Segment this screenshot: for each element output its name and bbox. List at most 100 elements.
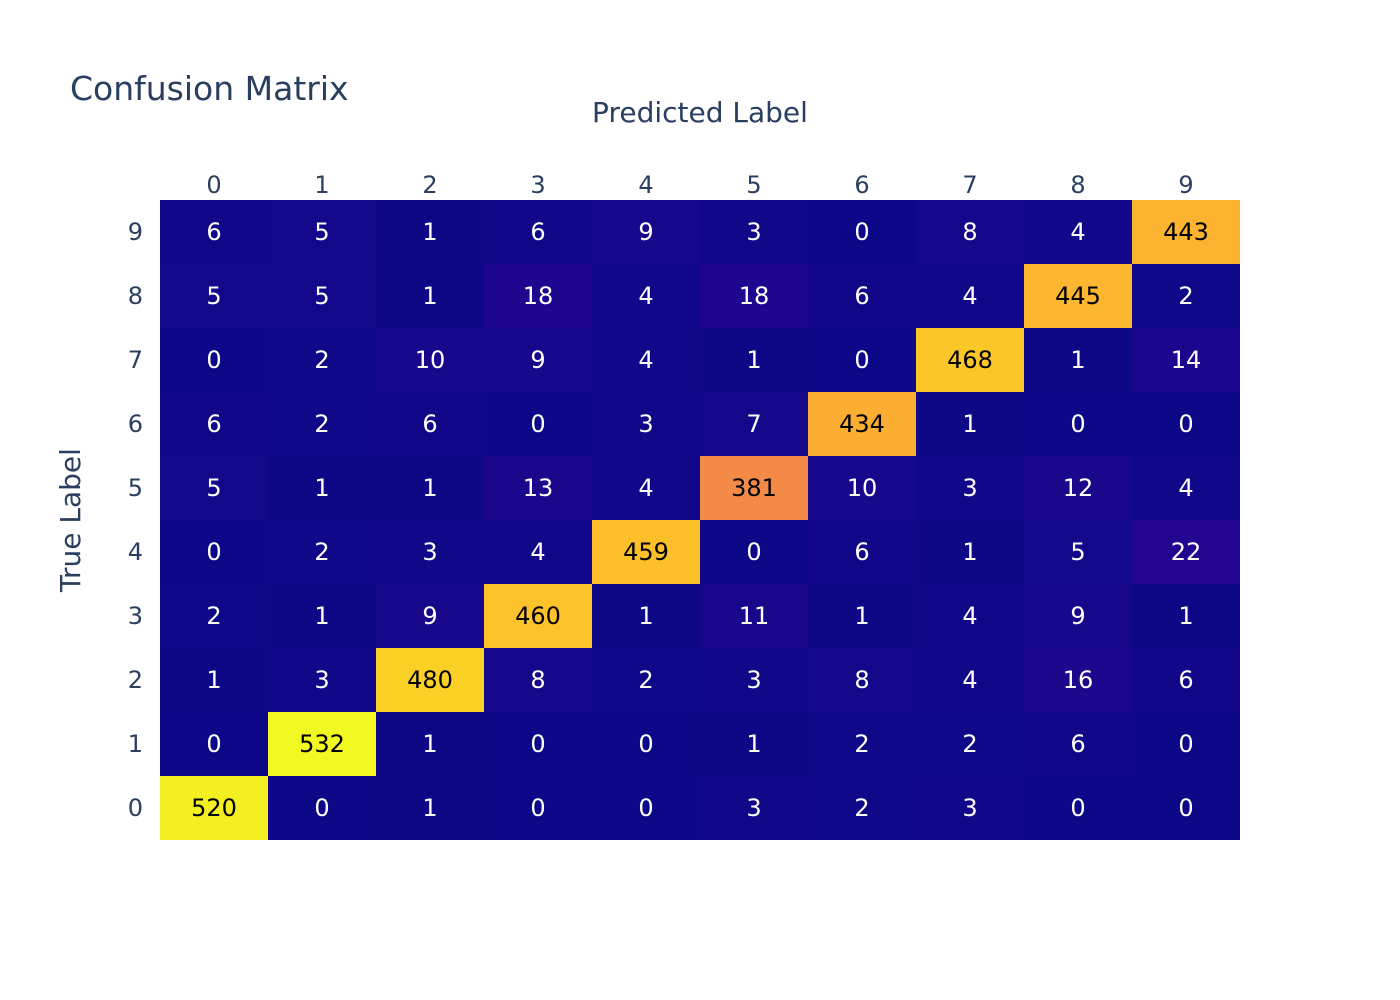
cell-value-label: 3 xyxy=(746,794,761,822)
cell-value-label: 0 xyxy=(314,794,329,822)
heatmap-cell-true-2-pred-9 xyxy=(1132,648,1240,712)
x-tick-label: 3 xyxy=(530,171,545,199)
cell-value-label: 460 xyxy=(515,602,561,630)
heatmap-cell-true-9-pred-4 xyxy=(592,200,700,264)
cell-value-label: 6 xyxy=(854,538,869,566)
cell-value-label: 4 xyxy=(962,666,977,694)
heatmap-cell-true-9-pred-0 xyxy=(160,200,268,264)
cell-value-label: 1 xyxy=(422,218,437,246)
chart-title: Confusion Matrix xyxy=(70,69,349,108)
heatmap-cell-true-4-pred-0 xyxy=(160,520,268,584)
cell-value-label: 0 xyxy=(206,346,221,374)
heatmap-cell-true-5-pred-9 xyxy=(1132,456,1240,520)
heatmap-cell-true-2-pred-1 xyxy=(268,648,376,712)
cell-value-label: 468 xyxy=(947,346,993,374)
cell-value-label: 8 xyxy=(854,666,869,694)
cell-value-label: 1 xyxy=(422,730,437,758)
heatmap-cell-true-6-pred-9 xyxy=(1132,392,1240,456)
cell-value-label: 9 xyxy=(530,346,545,374)
cell-value-label: 0 xyxy=(1070,410,1085,438)
cell-value-label: 3 xyxy=(746,218,761,246)
cell-value-label: 4 xyxy=(638,282,653,310)
heatmap-cell-true-2-pred-3 xyxy=(484,648,592,712)
cell-value-label: 12 xyxy=(1063,474,1094,502)
heatmap-cell-true-4-pred-8 xyxy=(1024,520,1132,584)
y-tick-label: 9 xyxy=(128,218,143,246)
heatmap-cell-true-9-pred-3 xyxy=(484,200,592,264)
y-tick-label: 0 xyxy=(128,794,143,822)
heatmap-cell-true-9-pred-8 xyxy=(1024,200,1132,264)
cell-value-label: 6 xyxy=(1178,666,1193,694)
cell-value-label: 0 xyxy=(638,794,653,822)
cell-value-label: 9 xyxy=(638,218,653,246)
heatmap-cell-true-9-pred-5 xyxy=(700,200,808,264)
heatmap-cell-true-8-pred-7 xyxy=(916,264,1024,328)
cell-value-label: 0 xyxy=(1070,794,1085,822)
heatmap-cell-true-6-pred-5 xyxy=(700,392,808,456)
cell-value-label: 6 xyxy=(530,218,545,246)
cell-value-label: 11 xyxy=(739,602,770,630)
heatmap-cell-true-1-pred-8 xyxy=(1024,712,1132,776)
cell-value-label: 2 xyxy=(314,410,329,438)
cell-value-label: 3 xyxy=(962,794,977,822)
cell-value-label: 1 xyxy=(422,474,437,502)
heatmap-cell-true-8-pred-2 xyxy=(376,264,484,328)
cell-value-label: 4 xyxy=(638,346,653,374)
cell-value-label: 5 xyxy=(314,282,329,310)
heatmap-cell-true-0-pred-8 xyxy=(1024,776,1132,840)
heatmap-cell-true-6-pred-7 xyxy=(916,392,1024,456)
cell-value-label: 1 xyxy=(638,602,653,630)
heatmap-cell-true-6-pred-4 xyxy=(592,392,700,456)
cell-value-label: 1 xyxy=(206,666,221,694)
x-tick-label: 4 xyxy=(638,171,653,199)
cell-value-label: 1 xyxy=(1178,602,1193,630)
heatmap-cell-true-5-pred-2 xyxy=(376,456,484,520)
heatmap-cell-true-4-pred-4 xyxy=(592,520,700,584)
cell-value-label: 4 xyxy=(1178,474,1193,502)
heatmap-cell-true-1-pred-9 xyxy=(1132,712,1240,776)
y-tick-label: 5 xyxy=(128,474,143,502)
heatmap-cell-true-0-pred-2 xyxy=(376,776,484,840)
heatmap-cell-true-3-pred-6 xyxy=(808,584,916,648)
heatmap-cell-true-3-pred-5 xyxy=(700,584,808,648)
heatmap-cell-true-0-pred-6 xyxy=(808,776,916,840)
cell-value-label: 0 xyxy=(746,538,761,566)
heatmap-cell-true-2-pred-8 xyxy=(1024,648,1132,712)
cell-value-label: 4 xyxy=(1070,218,1085,246)
x-axis-title: Predicted Label xyxy=(592,96,808,129)
cell-value-label: 0 xyxy=(1178,410,1193,438)
x-tick-label: 7 xyxy=(962,171,977,199)
heatmap-cell-true-5-pred-4 xyxy=(592,456,700,520)
heatmap-cell-true-8-pred-8 xyxy=(1024,264,1132,328)
heatmap-cell-true-4-pred-1 xyxy=(268,520,376,584)
cell-value-label: 2 xyxy=(314,346,329,374)
cell-value-label: 2 xyxy=(854,794,869,822)
cell-value-label: 22 xyxy=(1171,538,1202,566)
cell-value-label: 3 xyxy=(314,666,329,694)
heatmap-cell-true-9-pred-9 xyxy=(1132,200,1240,264)
cell-value-label: 5 xyxy=(1070,538,1085,566)
heatmap-cell-true-3-pred-9 xyxy=(1132,584,1240,648)
heatmap-cell-true-0-pred-4 xyxy=(592,776,700,840)
heatmap-cell-true-7-pred-1 xyxy=(268,328,376,392)
heatmap-cell-true-4-pred-9 xyxy=(1132,520,1240,584)
cell-value-label: 4 xyxy=(962,602,977,630)
cell-value-label: 1 xyxy=(962,410,977,438)
heatmap-cell-true-6-pred-8 xyxy=(1024,392,1132,456)
cell-value-label: 0 xyxy=(530,730,545,758)
cell-value-label: 2 xyxy=(638,666,653,694)
cell-value-label: 0 xyxy=(206,538,221,566)
cell-value-label: 14 xyxy=(1171,346,1202,374)
heatmap-cell-true-2-pred-0 xyxy=(160,648,268,712)
cell-value-label: 8 xyxy=(530,666,545,694)
heatmap-cell-true-1-pred-0 xyxy=(160,712,268,776)
cell-value-label: 3 xyxy=(422,538,437,566)
y-tick-label: 7 xyxy=(128,346,143,374)
y-tick-label: 6 xyxy=(128,410,143,438)
cell-value-label: 0 xyxy=(206,730,221,758)
heatmap-cell-true-0-pred-0 xyxy=(160,776,268,840)
heatmap-cell-true-7-pred-7 xyxy=(916,328,1024,392)
x-tick-label: 9 xyxy=(1178,171,1193,199)
heatmap-cell-true-4-pred-5 xyxy=(700,520,808,584)
